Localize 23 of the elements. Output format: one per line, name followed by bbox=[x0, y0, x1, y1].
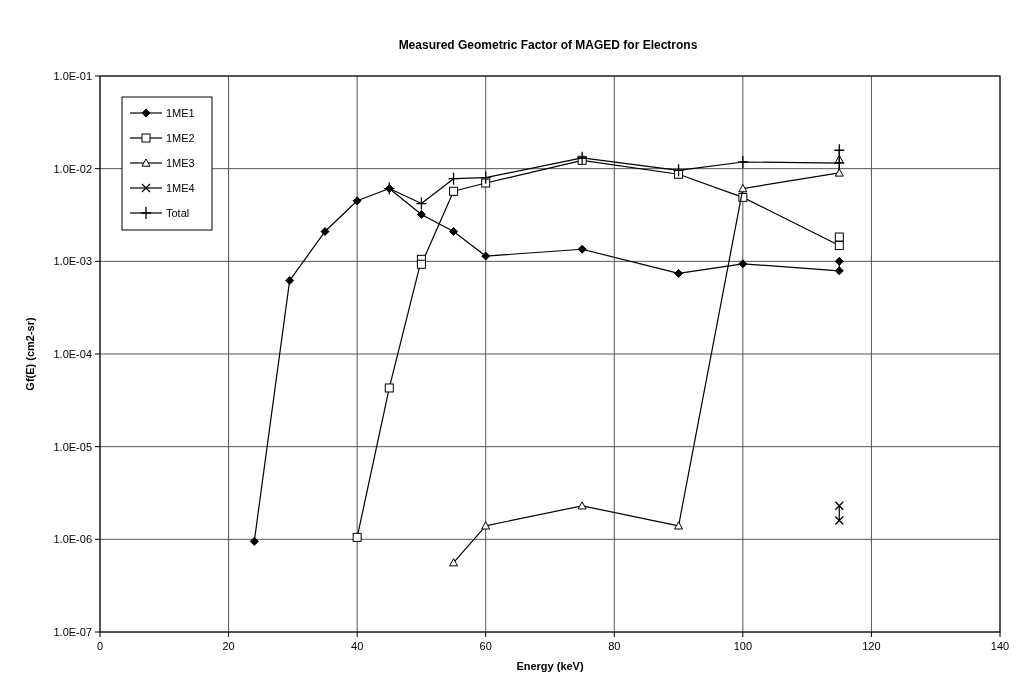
y-tick-label: 1.0E-04 bbox=[53, 348, 92, 360]
legend-label: 1ME3 bbox=[166, 157, 195, 169]
chart-title: Measured Geometric Factor of MAGED for Electrons bbox=[398, 38, 698, 52]
y-tick-label: 1.0E-03 bbox=[53, 255, 92, 268]
y-tick-label: 1.0E-06 bbox=[53, 533, 92, 546]
legend-label: 1ME2 bbox=[166, 132, 195, 144]
y-axis-title: Gf(E) (cm2-sr) bbox=[24, 316, 36, 391]
legend-label: Total bbox=[166, 207, 190, 219]
y-tick-label: 1.0E-01 bbox=[53, 70, 92, 82]
x-tick-label: 80 bbox=[608, 640, 621, 652]
x-tick-label: 20 bbox=[222, 640, 235, 652]
legend-label: 1ME4 bbox=[166, 182, 195, 194]
x-tick-label: 100 bbox=[733, 640, 753, 652]
x-tick-label: 140 bbox=[990, 640, 1010, 652]
x-tick-label: 120 bbox=[862, 640, 881, 652]
x-tick-label: 0 bbox=[96, 640, 104, 652]
y-tick-label: 1.0E-07 bbox=[53, 626, 92, 638]
x-tick-label: 60 bbox=[479, 640, 492, 652]
y-tick-label: 1.0E-05 bbox=[53, 440, 92, 453]
y-tick-label: 1.0E-02 bbox=[53, 162, 92, 175]
x-tick-label: 40 bbox=[351, 640, 364, 652]
legend-label: 1ME1 bbox=[166, 107, 195, 119]
x-axis-title: Energy (keV) bbox=[516, 660, 584, 672]
